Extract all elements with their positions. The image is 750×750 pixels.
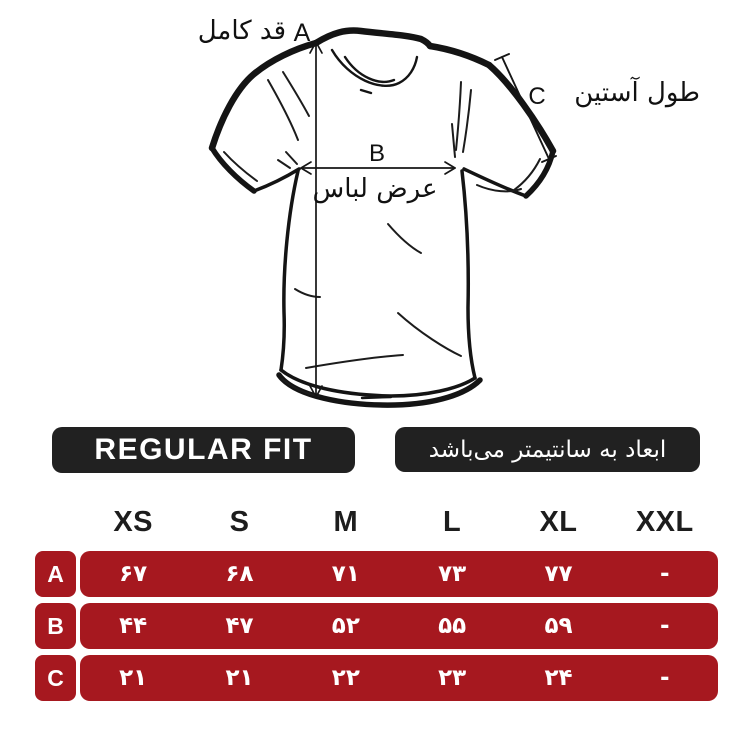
measure-b-label: عرض لباس [313, 174, 438, 204]
row-b-s: ۴۷ [225, 613, 254, 639]
units-badge: ابعاد به سانتیمتر می‌باشد [395, 427, 700, 472]
row-c-xl: ۲۴ [544, 665, 573, 691]
row-a-xxl: - [660, 561, 670, 587]
size-col-l: L [443, 505, 462, 538]
row-b-xs: ۴۴ [119, 613, 148, 639]
row-a-s: ۶۸ [225, 561, 254, 587]
measure-line-a [309, 41, 323, 398]
size-col-xl: XL [539, 505, 578, 538]
size-header-row: XS S M L XL XXL [80, 503, 718, 541]
size-col-m: M [333, 505, 359, 538]
tshirt-outline [208, 27, 557, 155]
measure-line-b [300, 161, 456, 175]
row-c-s: ۲۱ [225, 665, 254, 691]
wrinkle-details [223, 71, 541, 397]
row-a-m: ۷۱ [331, 561, 360, 587]
size-col-s: S [229, 505, 250, 538]
row-a-xs: ۶۷ [119, 561, 148, 587]
table-row-c: C ۲۱ ۲۱ ۲۲ ۲۳ ۲۴ - [35, 655, 718, 701]
row-b-xxl: - [660, 613, 670, 639]
row-c-label: C [35, 655, 76, 701]
collar-detail [330, 48, 419, 95]
row-a-label: A [35, 551, 76, 597]
measure-line-c [494, 53, 557, 163]
row-a-l: ۷۳ [438, 561, 467, 587]
measure-c-letter: C [528, 83, 545, 110]
size-col-xs: XS [113, 505, 153, 538]
table-row-a: A ۶۷ ۶۸ ۷۱ ۷۳ ۷۷ - [35, 551, 718, 597]
measure-c-label: طول آستین [574, 76, 700, 108]
table-row-b: B ۴۴ ۴۷ ۵۲ ۵۵ ۵۹ - [35, 603, 718, 649]
measure-a-letter: A [294, 19, 311, 47]
row-c-l: ۲۳ [438, 665, 467, 691]
row-a-xl: ۷۷ [544, 561, 573, 587]
row-c-m: ۲۲ [331, 665, 360, 691]
tshirt-diagram: A قد کامل B عرض لباس C طول آستین [198, 16, 700, 408]
row-b-l: ۵۵ [438, 613, 467, 639]
row-a-values: ۶۷ ۶۸ ۷۱ ۷۳ ۷۷ - [80, 551, 718, 597]
row-c-xs: ۲۱ [119, 665, 148, 691]
measure-a-label: قد کامل [198, 16, 286, 46]
row-c-xxl: - [660, 665, 670, 691]
row-b-values: ۴۴ ۴۷ ۵۲ ۵۵ ۵۹ - [80, 603, 718, 649]
row-c-values: ۲۱ ۲۱ ۲۲ ۲۳ ۲۴ - [80, 655, 718, 701]
units-label: ابعاد به سانتیمتر می‌باشد [428, 436, 667, 463]
row-b-xl: ۵۹ [544, 613, 573, 639]
regular-fit-label: REGULAR FIT [94, 433, 313, 466]
size-col-xxl: XXL [635, 505, 694, 538]
measure-b-letter: B [369, 140, 385, 167]
row-b-label: B [35, 603, 76, 649]
regular-fit-badge: REGULAR FIT [52, 427, 355, 473]
row-b-m: ۵۲ [331, 613, 360, 639]
